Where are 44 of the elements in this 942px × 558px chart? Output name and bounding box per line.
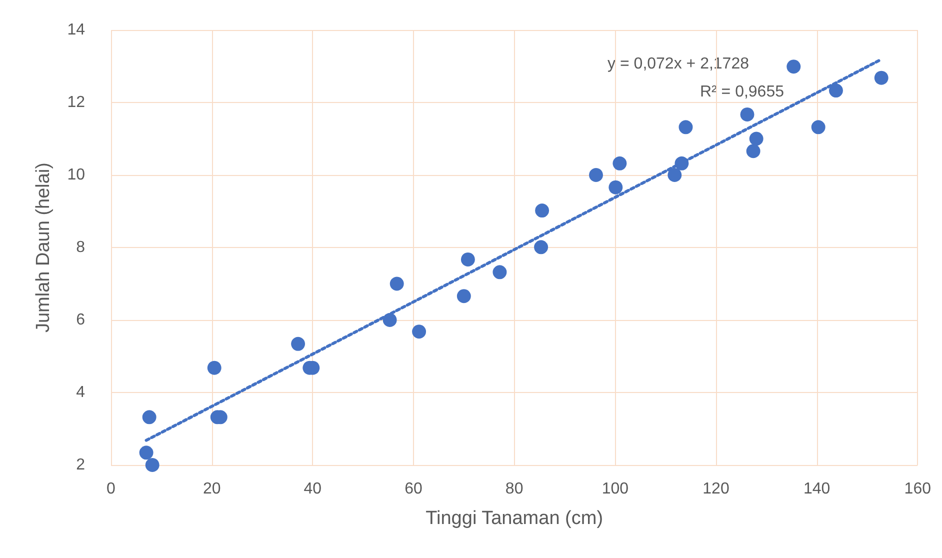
x-tick-label: 0 — [106, 480, 116, 498]
point — [612, 156, 627, 170]
annotation: y = 0,072x + 2,1728 — [608, 56, 750, 72]
point — [874, 70, 888, 85]
point — [749, 132, 764, 146]
y-axis-title: Jumlah Daun (helai) — [33, 162, 54, 333]
point — [456, 289, 471, 304]
x-tick-label: 140 — [803, 480, 830, 498]
point — [746, 144, 760, 158]
x-tick-label: 20 — [202, 480, 221, 498]
x-tick-label: 160 — [904, 480, 932, 498]
point — [207, 360, 222, 375]
y-tick-label: 4 — [76, 384, 86, 401]
y-tick-label: 12 — [67, 94, 86, 111]
point — [786, 60, 801, 74]
x-tick-label: 120 — [702, 480, 730, 498]
point — [678, 120, 693, 134]
point — [142, 410, 156, 424]
point — [589, 168, 603, 182]
x-tick-label: 40 — [304, 480, 322, 498]
point — [492, 265, 507, 280]
point — [740, 107, 754, 122]
point — [535, 204, 550, 218]
point — [291, 336, 306, 351]
point — [139, 446, 154, 460]
point — [412, 324, 426, 339]
point — [145, 458, 160, 472]
point — [534, 240, 548, 254]
point — [668, 168, 682, 182]
x-axis-title: Tinggi Tanaman (cm) — [426, 508, 604, 529]
y-tick-label: 2 — [76, 456, 86, 474]
annotation: R² = 0,9655 — [700, 84, 784, 100]
x-tick-label: 80 — [505, 480, 524, 498]
y-tick-label: 10 — [67, 166, 86, 184]
y-tick-label: 8 — [76, 239, 86, 256]
point — [811, 120, 826, 134]
x-tick-label: 60 — [404, 480, 422, 498]
point — [608, 180, 623, 194]
x-tick-label: 100 — [602, 480, 629, 498]
y-tick-label: 6 — [76, 312, 86, 328]
point — [460, 252, 475, 266]
point — [828, 84, 843, 98]
point — [390, 276, 404, 291]
y-tick-label: 14 — [67, 22, 86, 38]
